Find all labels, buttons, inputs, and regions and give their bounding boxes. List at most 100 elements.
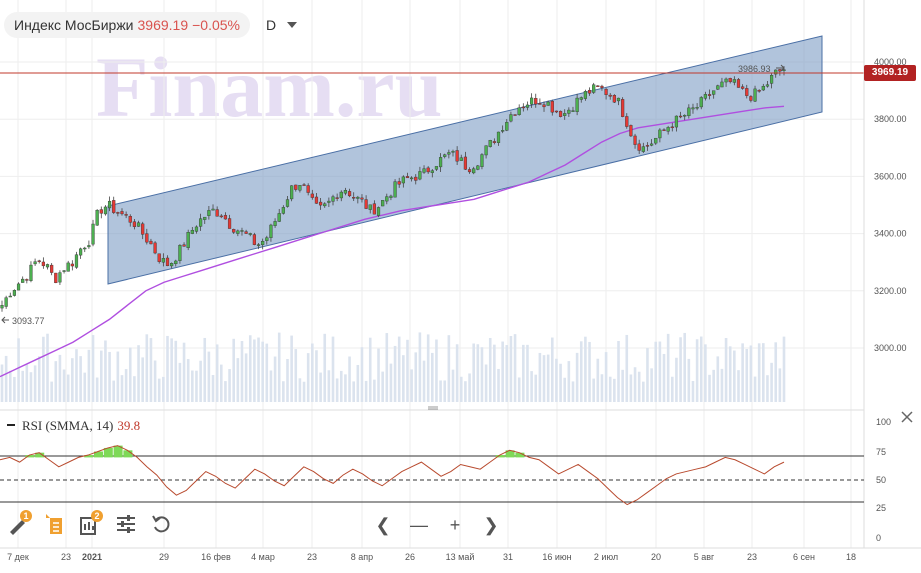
volume-bar: [571, 381, 575, 402]
volume-bar: [199, 360, 202, 402]
timeframe-selector[interactable]: D: [266, 17, 277, 33]
candle-body: [649, 143, 654, 146]
candle-body: [116, 212, 120, 214]
volume-bar: [679, 337, 682, 402]
volume-bar: [604, 352, 608, 402]
volume-bar: [236, 358, 240, 402]
volume-bar: [621, 369, 624, 402]
candle-body: [335, 197, 339, 199]
volume-bar: [286, 359, 289, 402]
candle-body: [261, 241, 265, 245]
candle-body: [422, 168, 426, 173]
volume-bar: [513, 334, 517, 402]
volume-bar: [588, 341, 591, 402]
volume-bar: [348, 356, 351, 402]
candle-body: [107, 200, 112, 209]
candle-body: [459, 157, 463, 161]
candle-body: [165, 257, 170, 267]
volume-bar: [244, 353, 248, 402]
rsi-fill-segment: [35, 452, 45, 458]
candle-body: [54, 272, 58, 284]
candle-body: [207, 210, 211, 216]
rsi-fill-segment: [505, 450, 515, 458]
volume-bar: [501, 341, 504, 402]
candle-body: [145, 233, 149, 243]
candle-body: [368, 204, 372, 210]
candle-body: [120, 211, 124, 215]
volume-bar: [112, 380, 116, 402]
time-tick: 26: [405, 552, 415, 562]
candle-body: [323, 203, 327, 207]
volume-bar: [414, 352, 418, 402]
volume-bar: [170, 338, 173, 402]
close-icon[interactable]: [898, 408, 916, 426]
rsi-tick: 0: [876, 533, 881, 543]
candle-body: [525, 104, 530, 108]
volume-bar: [629, 374, 633, 402]
candle-body: [592, 84, 596, 93]
candle-body: [575, 97, 579, 112]
candle-body: [645, 145, 650, 147]
candle-body: [703, 94, 707, 99]
volume-bar: [439, 380, 442, 402]
volume-bar: [397, 336, 401, 402]
draw-tool-button[interactable]: 1: [6, 510, 32, 536]
collapse-icon[interactable]: [7, 424, 15, 426]
volume-bar: [71, 358, 74, 402]
time-tick: 23: [747, 552, 757, 562]
candle-body: [240, 230, 244, 232]
scroll-left-button[interactable]: ❮: [375, 515, 391, 535]
rsi-fill-segment: [84, 455, 94, 458]
volume-bar: [327, 370, 331, 402]
candle-body: [583, 91, 587, 99]
scroll-right-button[interactable]: ❯: [483, 515, 499, 535]
reset-button[interactable]: [150, 512, 174, 536]
settings-button[interactable]: [114, 512, 138, 536]
volume-bar: [670, 376, 674, 402]
pane-resize-handle[interactable]: [428, 406, 438, 410]
volume-bar: [91, 335, 95, 402]
volume-bar: [381, 371, 384, 402]
volume-bar: [352, 381, 355, 402]
candle-body: [103, 206, 108, 215]
candle-body: [480, 154, 484, 167]
volume-bar: [335, 378, 339, 402]
candle-body: [21, 278, 25, 283]
candle-body: [45, 264, 50, 268]
candle-body: [37, 260, 41, 262]
time-tick: 23: [61, 552, 71, 562]
volume-bar: [265, 343, 269, 402]
volume-bar: [385, 333, 389, 402]
candle-body: [87, 245, 91, 248]
candle-body: [451, 150, 455, 153]
candle-body: [455, 150, 459, 162]
candle-body: [232, 229, 236, 233]
candle-body: [281, 207, 285, 214]
max-price-label: 3986.93: [738, 64, 771, 74]
volume-bar: [596, 358, 600, 402]
zoom-out-button[interactable]: —: [410, 515, 428, 535]
candle-body: [95, 209, 99, 226]
zoom-in-button[interactable]: +: [449, 515, 461, 535]
volume-bar: [517, 377, 521, 402]
notes-button[interactable]: [42, 512, 66, 536]
candle-body: [612, 95, 616, 103]
volume-bar: [393, 345, 397, 402]
indicators-button[interactable]: 2: [78, 510, 103, 536]
candle-body: [517, 107, 521, 115]
volume-bar: [315, 350, 318, 402]
instrument-header[interactable]: Индекс МосБиржи 3969.19 −0.05%: [4, 12, 250, 38]
time-tick: 6 сен: [793, 552, 815, 562]
candle-body: [534, 98, 538, 105]
volume-bar: [675, 357, 678, 402]
rsi-fill-segment: [515, 452, 525, 458]
rsi-legend[interactable]: RSI (SMMA, 14) 39.8: [22, 418, 140, 434]
chevron-down-icon[interactable]: [287, 22, 297, 28]
volume-bar: [83, 372, 87, 402]
volume-bar: [579, 341, 583, 402]
rsi-overbought-fill: [25, 445, 525, 458]
price-tick: 3600.00: [874, 171, 907, 181]
candle-body: [447, 152, 451, 155]
drawing-toolbar: 1 2: [6, 510, 174, 536]
candle-body: [753, 88, 757, 102]
